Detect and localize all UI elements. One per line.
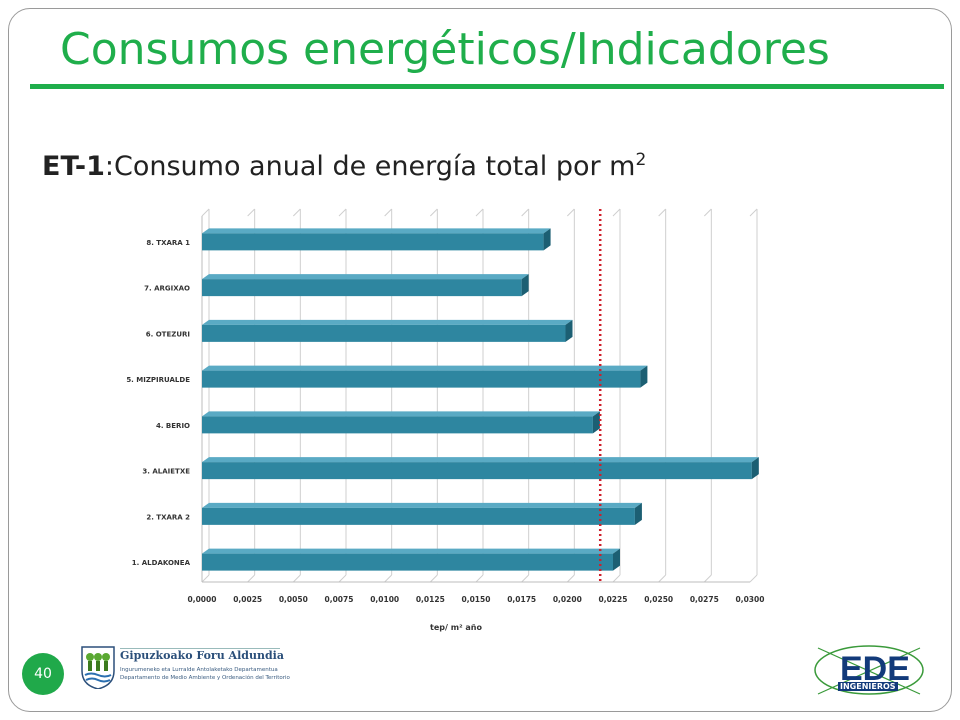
category-label: 2. TXARA 2 xyxy=(146,513,190,521)
bar-side xyxy=(640,365,648,388)
grid-line-floor xyxy=(658,574,667,583)
bar-top xyxy=(202,365,648,371)
subtitle-superscript: 2 xyxy=(635,150,647,170)
ede-emblem-icon: EDE xyxy=(814,645,924,695)
grid-line-floor xyxy=(612,574,621,583)
grid-line-top xyxy=(247,208,256,217)
grid-line-floor xyxy=(521,574,530,583)
slide-title: Consumos energéticos/Indicadores xyxy=(60,24,830,75)
grid-line-floor xyxy=(703,574,712,583)
grid-line-top xyxy=(338,208,347,217)
x-tick-label: 0,0075 xyxy=(325,595,354,604)
grid-line-floor xyxy=(749,574,758,583)
ede-subtitle: INGENIEROS xyxy=(838,682,898,691)
bar xyxy=(202,233,544,251)
bar-top xyxy=(202,548,620,554)
x-tick-label: 0,0125 xyxy=(416,595,445,604)
grid-line-floor xyxy=(292,574,301,583)
grid-line-floor xyxy=(384,574,393,583)
grid-line-top xyxy=(749,208,758,217)
x-tick-label: 0,0150 xyxy=(462,595,491,604)
grid-line-top xyxy=(658,208,667,217)
gipuzkoa-shield-icon xyxy=(81,646,115,690)
grid-line-floor xyxy=(566,574,575,583)
bar xyxy=(202,553,613,571)
x-tick-label: 0,0025 xyxy=(233,595,262,604)
bar xyxy=(202,324,566,342)
grid-line-top xyxy=(292,208,301,217)
grid-line-top xyxy=(612,208,621,217)
logo-rule xyxy=(120,648,280,649)
category-label: 3. ALAIETXE xyxy=(142,468,190,476)
bar-side xyxy=(521,274,529,297)
gipuzkoa-dept-eu: Ingurumeneko eta Lurralde Antolaketako D… xyxy=(120,667,278,673)
category-label: 8. TXARA 1 xyxy=(146,239,190,247)
bar-side xyxy=(565,319,573,342)
grid-line-top xyxy=(475,208,484,217)
x-tick-label: 0,0300 xyxy=(736,595,765,604)
x-tick-label: 0,0175 xyxy=(507,595,536,604)
category-label: 5. MIZPIRUALDE xyxy=(126,376,190,384)
gipuzkoa-name: Gipuzkoako Foru Aldundia xyxy=(120,649,284,662)
x-tick-label: 0,0225 xyxy=(599,595,628,604)
bar-top xyxy=(202,228,551,234)
subtitle-text: :Consumo anual de energía total por m xyxy=(104,151,636,182)
x-axis-label: tep/ m² año xyxy=(430,623,482,632)
bar xyxy=(202,279,522,297)
bar xyxy=(202,370,641,388)
x-tick-label: 0,0100 xyxy=(370,595,399,604)
page-number-badge: 40 xyxy=(22,653,64,695)
ede-wordmark: EDE xyxy=(840,650,910,688)
gipuzkoa-dept-es: Departamento de Medio Ambiente y Ordenac… xyxy=(120,675,290,681)
bar-side xyxy=(634,502,642,525)
category-label: 1. ALDAKONEA xyxy=(132,559,191,567)
slide-frame xyxy=(8,8,952,712)
bar-side xyxy=(751,457,759,480)
grid-line-floor xyxy=(201,574,210,583)
x-tick-label: 0,0200 xyxy=(553,595,582,604)
grid-line-floor xyxy=(475,574,484,583)
bar xyxy=(202,507,635,525)
x-tick-label: 0,0275 xyxy=(690,595,719,604)
bar xyxy=(202,416,593,434)
ede-logo: EDE INGENIEROS xyxy=(810,640,928,702)
x-tick-label: 0,0250 xyxy=(644,595,673,604)
bar-top xyxy=(202,274,529,280)
x-tick-label: 0,0050 xyxy=(279,595,308,604)
bar xyxy=(202,462,752,480)
bar-side xyxy=(592,411,600,434)
subtitle-code: ET-1 xyxy=(42,151,105,182)
slide-subtitle: ET-1:Consumo anual de energía total por … xyxy=(42,150,646,182)
grid-line-top xyxy=(566,208,575,217)
bar-top xyxy=(202,319,573,325)
category-label: 7. ARGIXAO xyxy=(144,285,190,293)
gipuzkoa-logo: Gipuzkoako Foru Aldundia Ingurumeneko et… xyxy=(80,645,290,693)
bar-chart: 8. TXARA 1 7. ARGIXAO 6. OTEZURI 5. MIZPIRU… xyxy=(126,208,765,632)
bar-top xyxy=(202,457,759,463)
category-label: 4. BERIO xyxy=(156,422,190,430)
grid-line-floor xyxy=(247,574,256,583)
grid-line-floor xyxy=(429,574,438,583)
grid-line-top xyxy=(201,208,210,217)
grid-line-floor xyxy=(338,574,347,583)
grid-line-top xyxy=(429,208,438,217)
bar-side xyxy=(543,228,551,251)
grid-line-top xyxy=(703,208,712,217)
grid-line-top xyxy=(384,208,393,217)
category-label: 6. OTEZURI xyxy=(146,330,190,338)
bar-top xyxy=(202,502,642,508)
bar-top xyxy=(202,411,600,417)
x-tick-label: 0,0000 xyxy=(188,595,217,604)
title-underline xyxy=(30,84,944,89)
bar-side xyxy=(613,548,620,571)
grid-line-top xyxy=(521,208,530,217)
